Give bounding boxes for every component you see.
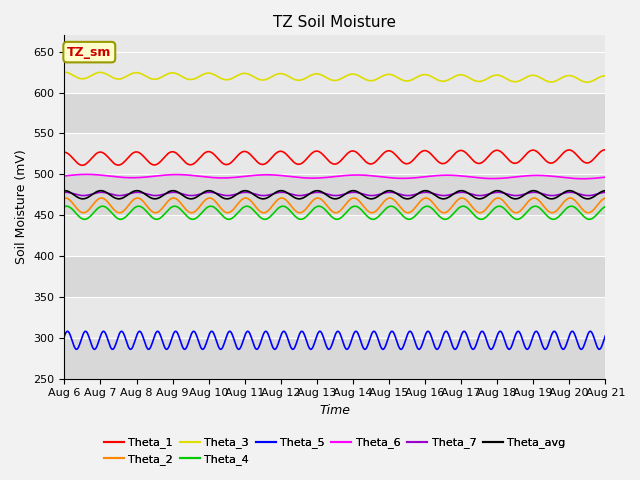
Title: TZ Soil Moisture: TZ Soil Moisture	[273, 15, 396, 30]
Bar	[65, 215, 605, 256]
Bar	[65, 174, 605, 215]
Bar	[65, 93, 605, 133]
Bar	[65, 133, 605, 174]
Bar	[65, 256, 605, 297]
Bar	[65, 297, 605, 338]
Text: TZ_sm: TZ_sm	[67, 46, 111, 59]
X-axis label: Time: Time	[319, 404, 350, 417]
Y-axis label: Soil Moisture (mV): Soil Moisture (mV)	[15, 150, 28, 264]
Bar	[65, 52, 605, 93]
Legend: Theta_1, Theta_2, Theta_3, Theta_4, Theta_5, Theta_6, Theta_7, Theta_avg: Theta_1, Theta_2, Theta_3, Theta_4, Thet…	[99, 433, 570, 469]
Bar	[65, 338, 605, 379]
